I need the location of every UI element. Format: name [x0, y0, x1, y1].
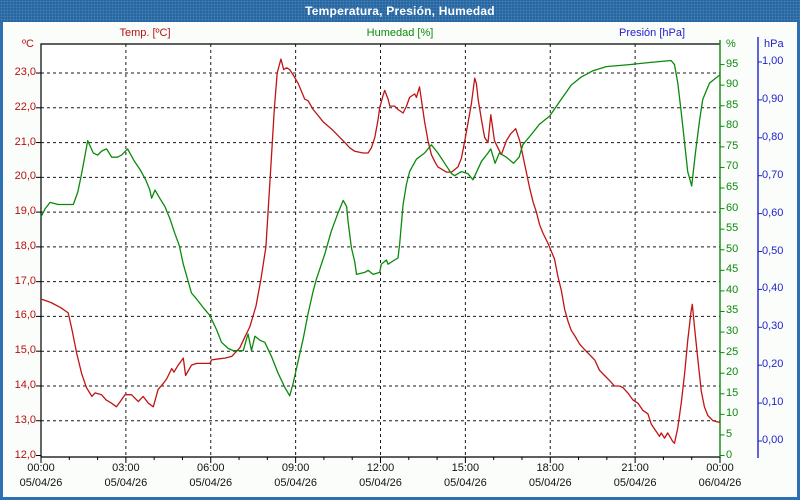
temp-tick-label: 14,0 [14, 378, 36, 391]
humidity-tick-label: 60 [726, 201, 739, 214]
legend-humidity: Humedad [%] [366, 27, 434, 39]
x-date-label: 05/04/26 [613, 477, 657, 489]
humidity-tick-label: 10 [726, 407, 739, 420]
temp-tick-label: 17,0 [14, 274, 36, 287]
x-date-label: 05/04/26 [443, 477, 487, 489]
window-title: Temperatura, Presión, Humedad [305, 4, 495, 18]
pressure-tick-label: 0,30 [762, 320, 784, 333]
humidity-tick-label: 25 [726, 345, 739, 358]
x-time-label: 12:00 [366, 462, 395, 474]
pressure-axis-unit: hPa [764, 38, 784, 50]
humidity-tick-label: 35 [726, 304, 739, 317]
humidity-tick-label: 50 [726, 242, 739, 255]
x-date-label: 05/04/26 [528, 477, 572, 489]
humidity-tick-label: 40 [726, 283, 739, 296]
humidity-tick-label: 30 [726, 325, 739, 338]
window-border-right [797, 22, 800, 500]
humidity-tick-label: 20 [726, 366, 739, 379]
humidity-tick-label: 0 [726, 448, 733, 461]
x-date-label: 05/04/26 [19, 477, 63, 489]
temp-tick-label: 21,0 [14, 135, 36, 148]
humidity-tick-label: 55 [726, 222, 739, 235]
pressure-tick-label: 0,50 [762, 244, 784, 257]
humidity-axis-unit: % [726, 38, 736, 50]
temp-tick-label: 23,0 [14, 66, 36, 79]
x-date-label: 05/04/26 [359, 477, 402, 489]
x-time-label: 06:00 [196, 462, 225, 474]
humidity-tick-label: 15 [726, 386, 739, 399]
pressure-tick-label: 0,10 [762, 396, 784, 409]
temp-tick-label: 18,0 [14, 239, 36, 252]
window-titlebar: Temperatura, Presión, Humedad [0, 0, 800, 22]
humidity-tick-label: 95 [726, 57, 739, 70]
temp-axis-unit: ºC [22, 38, 34, 50]
temp-tick-label: 16,0 [14, 309, 36, 322]
temp-tick-label: 13,0 [14, 413, 36, 426]
pressure-tick-label: 0,70 [762, 168, 784, 181]
temp-tick-label: 15,0 [14, 344, 36, 357]
humidity-tick-label: 70 [726, 160, 739, 173]
x-date-label: 06/04/26 [698, 477, 742, 489]
humidity-tick-label: 45 [726, 263, 739, 276]
temp-tick-label: 12,0 [14, 448, 36, 461]
x-date-label: 05/04/26 [104, 477, 148, 489]
pressure-tick-label: 0,80 [762, 130, 784, 143]
temp-tick-label: 20,0 [14, 170, 36, 183]
pressure-tick-label: 0,20 [762, 358, 784, 371]
window-border-bottom [0, 497, 800, 500]
legend-pressure: Presión [hPa] [618, 27, 686, 39]
x-time-label: 21:00 [621, 462, 649, 474]
temp-tick-label: 19,0 [14, 205, 36, 218]
humidity-tick-label: 80 [726, 119, 739, 132]
x-time-label: 00:00 [706, 462, 734, 474]
x-time-label: 18:00 [536, 462, 565, 474]
x-time-label: 09:00 [281, 462, 310, 474]
humidity-tick-label: 90 [726, 78, 739, 91]
pressure-tick-label: 0,40 [762, 282, 784, 295]
pressure-tick-label: 1,00 [762, 55, 784, 67]
x-time-label: 03:00 [112, 462, 140, 474]
window-border-left [0, 22, 3, 500]
x-time-label: 15:00 [451, 462, 480, 474]
pressure-tick-label: 0,00 [762, 434, 784, 446]
x-date-label: 05/04/26 [274, 477, 318, 489]
humidity-tick-label: 85 [726, 98, 739, 111]
x-date-label: 05/04/26 [189, 477, 233, 489]
temp-tick-label: 22,0 [14, 100, 36, 113]
pressure-tick-label: 0,90 [762, 92, 784, 105]
humidity-tick-label: 5 [726, 427, 733, 440]
x-time-label: 00:00 [27, 462, 55, 474]
humidity-tick-label: 75 [726, 139, 739, 152]
pressure-tick-label: 0,60 [762, 206, 784, 219]
legend-temperature: Temp. [ºC] [119, 27, 171, 39]
humidity-tick-label: 65 [726, 181, 739, 194]
